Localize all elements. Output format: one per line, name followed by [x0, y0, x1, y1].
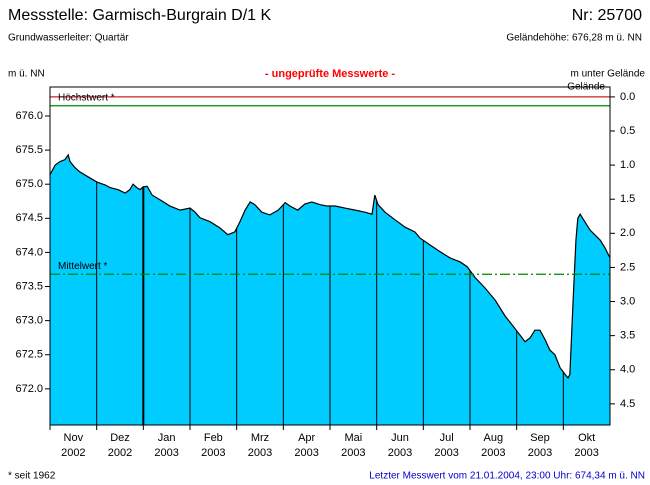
- x-tick-label: Jul: [440, 432, 454, 444]
- x-tick-year: 2002: [61, 447, 85, 459]
- y-tick-label: 673.5: [15, 280, 43, 292]
- y2-axis-label: m unter Gelände: [571, 69, 646, 80]
- x-tick-label: Mai: [344, 432, 362, 444]
- y-tick-label: 674.0: [15, 246, 43, 258]
- x-tick-label: Jun: [391, 432, 409, 444]
- station-number: Nr: 25700: [572, 7, 642, 24]
- x-tick-year: 2003: [574, 447, 598, 459]
- x-tick-label: Apr: [298, 432, 315, 444]
- y2-tick-label: 2.5: [620, 261, 635, 273]
- x-tick-year: 2003: [434, 447, 458, 459]
- last-value: Letzter Messwert vom 21.01.2004, 23:00 U…: [369, 471, 645, 482]
- footnote: * seit 1962: [8, 471, 56, 482]
- x-tick-label: Aug: [484, 432, 504, 444]
- y-tick-label: 674.5: [15, 212, 43, 224]
- x-tick-year: 2003: [388, 447, 412, 459]
- chart-title: Messstelle: Garmisch-Burgrain D/1 K: [8, 7, 272, 24]
- x-tick-label: Okt: [578, 432, 595, 444]
- x-tick-year: 2002: [108, 447, 132, 459]
- y2-tick-label: 4.5: [620, 398, 635, 410]
- elevation-text: Geländehöhe: 676,28 m ü. NN: [506, 33, 642, 44]
- x-tick-year: 2003: [528, 447, 552, 459]
- y2-tick-label: 4.0: [620, 364, 635, 376]
- reference-label: Mittelwert *: [58, 261, 108, 272]
- x-tick-year: 2003: [481, 447, 505, 459]
- x-tick-label: Mrz: [251, 432, 269, 444]
- x-tick-year: 2003: [341, 447, 365, 459]
- x-tick-label: Nov: [64, 432, 84, 444]
- notice: - ungeprüfte Messwerte -: [265, 68, 396, 80]
- y-tick-label: 672.0: [15, 383, 43, 395]
- x-tick-label: Feb: [204, 432, 223, 444]
- y2-tick-label: 0.5: [620, 125, 635, 137]
- reference-label: Höchstwert *: [58, 92, 115, 103]
- x-tick-year: 2003: [248, 447, 272, 459]
- y2-tick-label: 1.0: [620, 159, 635, 171]
- line: [49, 153, 611, 379]
- x-tick-label: Jan: [158, 432, 176, 444]
- y2-tick-label: 1.5: [620, 193, 635, 205]
- y-tick-label: 676.0: [15, 110, 43, 122]
- y-tick-label: 675.0: [15, 178, 43, 190]
- y-tick-label: 672.5: [15, 349, 43, 361]
- x-tick-label: Dez: [110, 432, 130, 444]
- y2-tick-label: 2.0: [620, 227, 635, 239]
- x-tick-year: 2003: [201, 447, 225, 459]
- x-tick-year: 2003: [294, 447, 318, 459]
- y-tick-label: 673.0: [15, 315, 43, 327]
- x-tick-label: Sep: [530, 432, 550, 444]
- y-tick-label: 675.5: [15, 144, 43, 156]
- x-tick-year: 2003: [154, 447, 178, 459]
- y2-tick-label: 0.0: [620, 91, 635, 103]
- y2-tick-label: 3.0: [620, 295, 635, 307]
- y-axis-label: m ü. NN: [8, 69, 45, 80]
- y2-tick-label: 3.5: [620, 330, 635, 342]
- subtitle: Grundwasserleiter: Quartär: [8, 33, 129, 44]
